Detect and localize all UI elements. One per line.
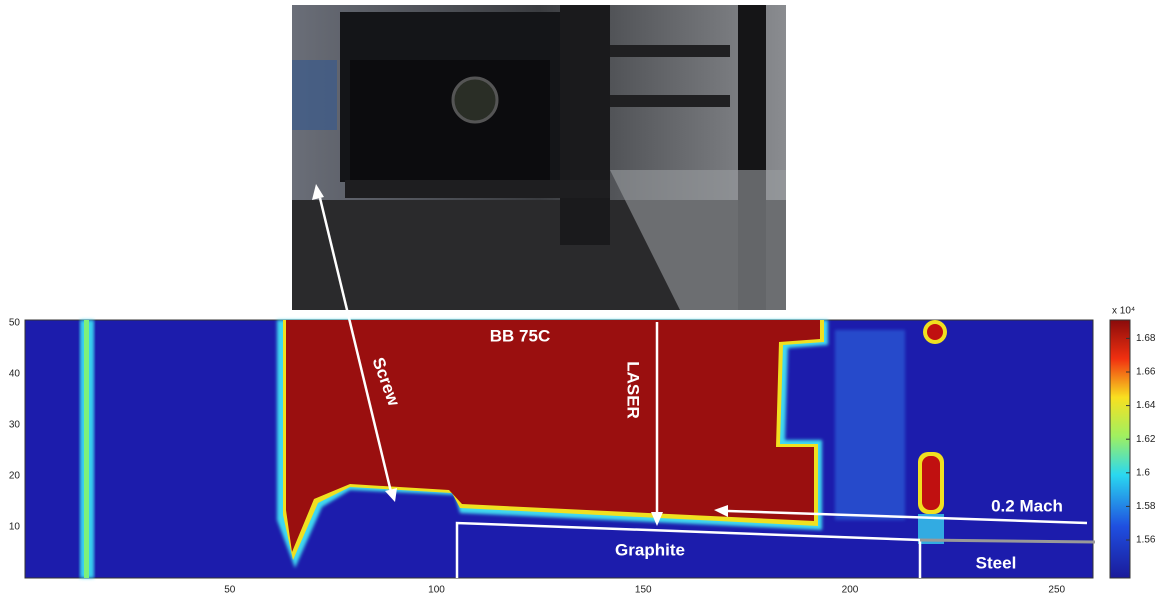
colorbar-tick-label: 1.68 (1136, 333, 1156, 344)
heatmap (24, 319, 1094, 579)
y-tick-label: 50 (9, 318, 21, 329)
x-tick-label: 250 (1048, 585, 1065, 596)
colorbar-tick-label: 1.64 (1136, 400, 1156, 411)
graphite-label: Graphite (615, 540, 685, 559)
y-tick-label: 30 (9, 420, 21, 431)
colorbar-tick-label: 1.66 (1136, 367, 1156, 378)
x-tick-label: 150 (635, 585, 652, 596)
colorbar-exponent: x 10⁴ (1112, 306, 1135, 317)
y-tick-label: 10 (9, 522, 21, 533)
mach-label: 0.2 Mach (991, 496, 1063, 515)
colorbar-tick-label: 1.58 (1136, 501, 1156, 512)
colorbar (1109, 319, 1131, 579)
steel-label: Steel (976, 553, 1017, 572)
x-tick-label: 100 (428, 585, 445, 596)
colorbar-tick-label: 1.56 (1136, 535, 1156, 546)
overlay (312, 184, 1096, 578)
x-tick-label: 200 (842, 585, 859, 596)
colorbar-tick-label: 1.62 (1136, 434, 1156, 445)
colorbar-tick-label: 1.6 (1136, 467, 1150, 478)
y-tick-label: 40 (9, 369, 21, 380)
bb-label: BB 75C (490, 326, 550, 345)
x-tick-label: 50 (224, 585, 236, 596)
photo (292, 5, 786, 310)
laser-label: LASER (624, 361, 643, 419)
ticks: 50 100 150 200 250 10 20 30 40 50 1.56 1.58 1.6 1.62 1… (9, 318, 1156, 596)
y-tick-label: 20 (9, 471, 21, 482)
